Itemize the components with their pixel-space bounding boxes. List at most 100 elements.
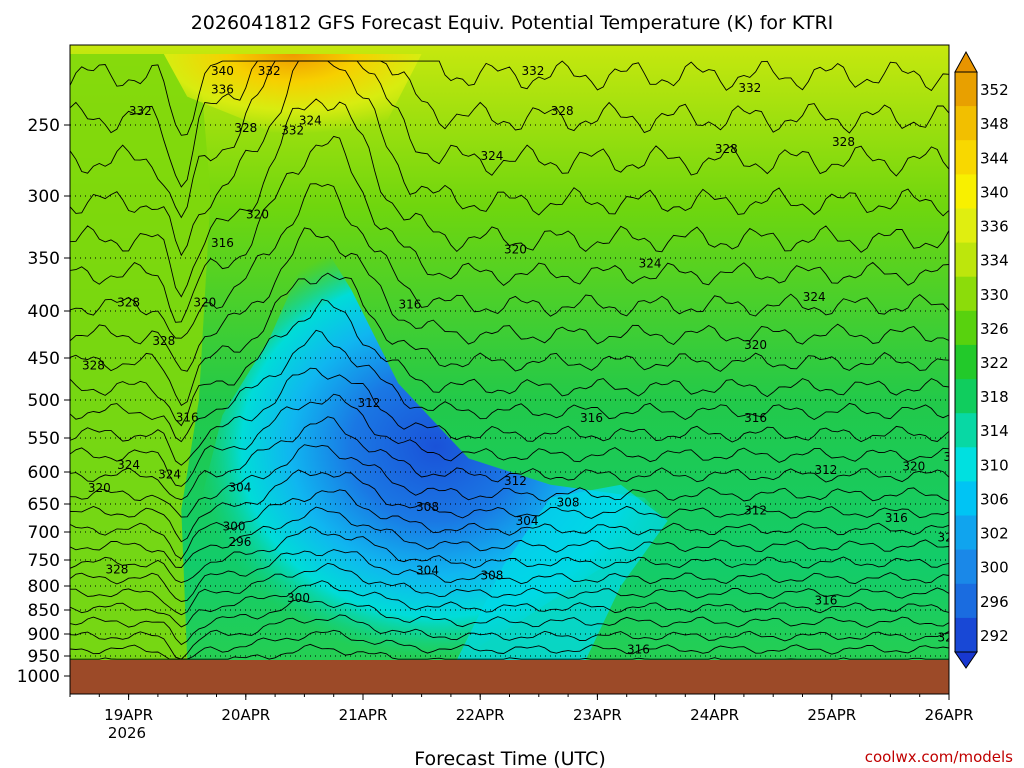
y-tick-label: 450 — [28, 349, 60, 369]
contour-label: 300 — [223, 519, 246, 533]
contour-label: 324 — [639, 256, 662, 270]
contour-label: 316 — [885, 511, 908, 525]
chart-title: 2026041812 GFS Forecast Equiv. Potential… — [191, 12, 834, 34]
y-tick-label: 1000 — [17, 667, 60, 687]
y-tick-label: 400 — [28, 302, 60, 322]
colorbar-segment — [955, 242, 977, 278]
contour-label: 320 — [504, 242, 527, 256]
contour-label: 300 — [287, 591, 310, 605]
contour-label: 328 — [152, 334, 175, 348]
colorbar-label: 340 — [980, 183, 1009, 201]
colorbar-label: 314 — [980, 422, 1009, 440]
contour-label: 312 — [744, 504, 767, 518]
isentrope-line — [70, 444, 949, 518]
y-tick-label: 300 — [28, 187, 60, 207]
x-tick-label: 23APR — [573, 706, 622, 724]
isentrope-line — [70, 549, 949, 602]
contour-label: 324 — [158, 468, 181, 482]
contour-label: 340 — [211, 64, 234, 78]
contour-label: 308 — [416, 500, 439, 514]
contour-label: 304 — [416, 563, 439, 577]
contour-label: 320 — [902, 460, 925, 474]
contour-label: 324 — [943, 450, 966, 464]
contour-label: 320 — [246, 208, 269, 222]
x-tick-label: 19APR — [104, 706, 153, 724]
colorbar-segment — [955, 617, 977, 653]
isentrope-line — [70, 135, 949, 323]
y-tick-label: 550 — [28, 429, 60, 449]
contour-label: 316 — [580, 411, 603, 425]
contour-label: 316 — [744, 411, 767, 425]
isentrope-line — [70, 526, 949, 583]
contour-label: 296 — [228, 535, 251, 549]
isentrope-line — [70, 469, 949, 543]
colorbar: 352 348 344 340 336 334 330 326 322 318 314 310 306 3… — [954, 50, 1009, 669]
colorbar-segment — [955, 549, 977, 585]
colorbar-label: 306 — [980, 491, 1009, 509]
colorbar-segment — [955, 310, 977, 346]
contour-label: 312 — [504, 474, 527, 488]
colorbar-segment — [955, 140, 977, 175]
contour-label: 308 — [480, 569, 503, 583]
contour-label: 316 — [211, 236, 234, 250]
colorbar-segment — [955, 106, 977, 141]
contour-label: 328 — [117, 296, 140, 310]
isentrope-line — [70, 272, 949, 407]
contour-label: 332 — [521, 64, 544, 78]
isentrope-line — [70, 393, 949, 487]
contour-label: 308 — [557, 496, 580, 510]
isentrope-line — [70, 562, 949, 616]
colorbar-label: 292 — [980, 627, 1009, 645]
colorbar-segment — [955, 413, 977, 448]
y-tick-label: 250 — [28, 116, 60, 136]
watermark: coolwx.com/models — [865, 748, 1013, 766]
x-tick-label: 21APR — [339, 706, 388, 724]
isentrope-line — [70, 614, 949, 660]
colorbar-segment — [955, 174, 977, 209]
contour-label: 332 — [738, 81, 761, 95]
pressure-axis: 250 300 350 400 450 500 550 600 650 700 750 800 850 9… — [17, 116, 70, 687]
x-tick-label: 26APR — [925, 706, 974, 724]
isentrope-line — [70, 489, 949, 560]
colorbar-label: 326 — [980, 320, 1009, 338]
contour-label: 320 — [938, 531, 961, 545]
contour-label: 328 — [234, 121, 257, 135]
colorbar-segment — [955, 515, 977, 551]
contour-label: 328 — [715, 142, 738, 156]
contour-label: 304 — [516, 514, 539, 528]
contour-label: 320 — [938, 631, 961, 645]
warm-moist-west-band — [70, 54, 211, 660]
x-axis-title: Forecast Time (UTC) — [414, 748, 605, 768]
colorbar-segment — [955, 208, 977, 244]
contour-label: 316 — [398, 298, 421, 312]
y-tick-label: 850 — [28, 601, 60, 621]
colorbar-segment — [955, 481, 977, 516]
secondary-cold-region — [456, 484, 668, 660]
x-axis-year: 2026 — [108, 724, 146, 742]
contour-label: 328 — [551, 104, 574, 118]
contour-label: 316 — [814, 593, 837, 607]
colorbar-label: 336 — [980, 218, 1009, 236]
isentrope-line — [70, 60, 949, 219]
isentrope-line — [70, 599, 949, 646]
ground-below-surface — [70, 660, 949, 694]
isentrope-line — [70, 580, 949, 628]
colorbar-label: 302 — [980, 525, 1009, 543]
contour-label: 324 — [803, 290, 826, 304]
isentrope-line — [70, 227, 949, 372]
colorbar-top-arrow — [954, 50, 978, 73]
y-tick-label: 600 — [28, 463, 60, 483]
y-tick-label: 500 — [28, 391, 60, 411]
y-tick-label: 900 — [28, 625, 60, 645]
x-tick-label: 24APR — [690, 706, 739, 724]
isentrope-line — [70, 60, 949, 188]
isentrope-contours — [70, 60, 949, 660]
colorbar-label: 296 — [980, 593, 1009, 611]
colorbar-segment — [955, 379, 977, 414]
colorbar-segment — [955, 583, 977, 619]
colorbar-label: 334 — [980, 252, 1009, 270]
contour-label: 324 — [299, 114, 322, 128]
